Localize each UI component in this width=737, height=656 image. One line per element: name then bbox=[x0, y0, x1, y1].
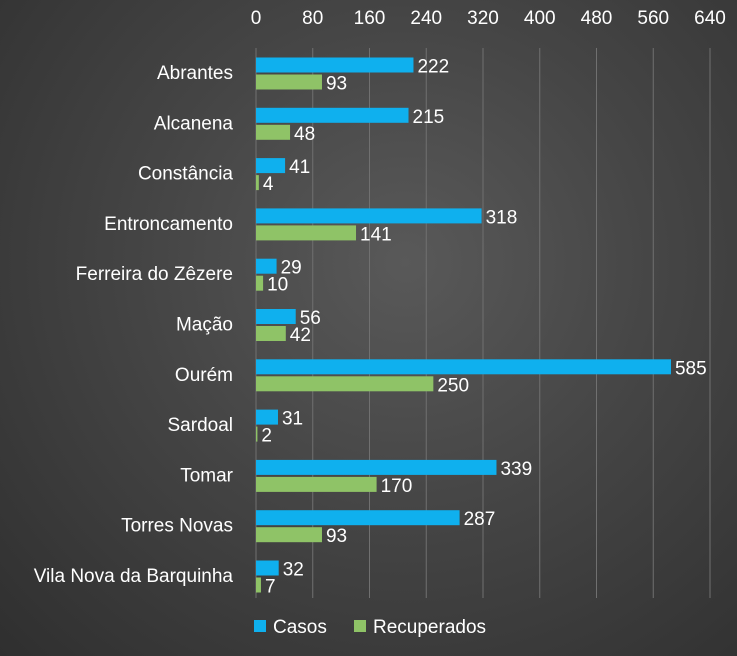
gridlines bbox=[255, 48, 711, 598]
x-tick-label-640: 640 bbox=[694, 8, 726, 29]
bar-casos-vila-nova-da-barquinha bbox=[256, 560, 279, 576]
category-label-tomar: Tomar bbox=[180, 465, 233, 486]
legend-label-casos: Casos bbox=[273, 617, 327, 638]
x-tick-label-480: 480 bbox=[581, 8, 613, 29]
legend: Casos Recuperados bbox=[254, 617, 486, 638]
bar-recuperados-sardoal bbox=[256, 426, 258, 442]
bar-casos-ourem bbox=[256, 359, 671, 375]
bar-recuperados-macao bbox=[256, 326, 286, 341]
x-tick-label-240: 240 bbox=[410, 8, 442, 29]
bar-recuperados-constancia bbox=[256, 175, 259, 191]
x-tick-label-0: 0 bbox=[251, 8, 262, 29]
data-label-recuperados-ourem: 250 bbox=[437, 375, 469, 396]
bar-casos-macao bbox=[256, 309, 296, 324]
category-label-vila-nova-da-barquinha: Vila Nova da Barquinha bbox=[34, 566, 234, 587]
data-label-recuperados-macao: 42 bbox=[290, 325, 311, 346]
data-label-casos-constancia: 41 bbox=[289, 157, 310, 178]
category-label-constancia: Constância bbox=[138, 164, 233, 185]
bar-casos-entroncamento bbox=[256, 208, 482, 224]
bar-recuperados-tomar bbox=[256, 476, 377, 492]
category-label-entroncamento: Entroncamento bbox=[104, 214, 233, 235]
x-tick-label-320: 320 bbox=[467, 8, 499, 29]
data-label-casos-ferreira-do-zezere: 29 bbox=[281, 258, 302, 279]
data-label-casos-macao: 56 bbox=[300, 308, 321, 329]
bar-casos-alcanena bbox=[256, 107, 409, 123]
data-label-recuperados-alcanena: 48 bbox=[294, 124, 315, 145]
x-tick-label-400: 400 bbox=[524, 8, 556, 29]
category-label-ferreira-do-zezere: Ferreira do Zêzere bbox=[76, 264, 233, 285]
x-tick-label-560: 560 bbox=[637, 8, 669, 29]
data-label-casos-sardoal: 31 bbox=[282, 409, 303, 430]
category-label-abrantes: Abrantes bbox=[157, 63, 233, 84]
category-axis: Abrantes Alcanena Constância Entroncamento F… bbox=[34, 63, 234, 587]
bar-casos-ferreira-do-zezere bbox=[256, 258, 277, 274]
x-axis-ticks: 0 80 160 240 320 400 480 560 640 bbox=[251, 8, 726, 29]
bar-casos-tomar bbox=[256, 459, 497, 475]
data-label-recuperados-vila-nova-da-barquinha: 7 bbox=[265, 577, 276, 598]
bar-recuperados-ourem bbox=[256, 376, 434, 392]
category-label-torres-novas: Torres Novas bbox=[121, 516, 233, 537]
bar-recuperados-torres-novas bbox=[256, 527, 322, 543]
data-label-casos-tomar: 339 bbox=[500, 459, 532, 480]
bar-casos-sardoal bbox=[256, 409, 278, 425]
legend-swatch-recuperados bbox=[354, 620, 366, 632]
data-label-recuperados-tomar: 170 bbox=[381, 476, 413, 497]
bar-casos-torres-novas bbox=[256, 510, 460, 526]
bar-recuperados-vila-nova-da-barquinha bbox=[256, 577, 261, 593]
category-label-sardoal: Sardoal bbox=[168, 415, 234, 436]
bar-casos-constancia bbox=[256, 158, 286, 174]
category-label-macao: Mação bbox=[176, 315, 233, 336]
data-label-casos-alcanena: 215 bbox=[413, 107, 445, 128]
bar-casos-abrantes bbox=[256, 57, 414, 73]
data-label-recuperados-torres-novas: 93 bbox=[326, 526, 347, 547]
data-label-recuperados-entroncamento: 141 bbox=[360, 224, 392, 245]
data-label-recuperados-constancia: 4 bbox=[263, 174, 274, 195]
data-label-recuperados-ferreira-do-zezere: 10 bbox=[267, 275, 288, 296]
bar-recuperados-abrantes bbox=[256, 74, 322, 90]
category-label-alcanena: Alcanena bbox=[154, 113, 234, 134]
legend-swatch-casos bbox=[254, 620, 266, 632]
data-label-casos-entroncamento: 318 bbox=[486, 207, 518, 228]
data-label-casos-abrantes: 222 bbox=[417, 57, 449, 78]
bar-recuperados-ferreira-do-zezere bbox=[256, 275, 264, 291]
x-tick-label-80: 80 bbox=[302, 8, 323, 29]
bars bbox=[256, 57, 671, 593]
bar-recuperados-alcanena bbox=[256, 124, 291, 140]
data-label-casos-vila-nova-da-barquinha: 32 bbox=[283, 560, 304, 581]
data-label-recuperados-abrantes: 93 bbox=[326, 74, 347, 95]
data-label-recuperados-sardoal: 2 bbox=[261, 426, 272, 447]
category-label-ourem: Ourém bbox=[175, 365, 233, 386]
bar-recuperados-entroncamento bbox=[256, 225, 357, 241]
legend-label-recuperados: Recuperados bbox=[373, 617, 486, 638]
data-label-casos-ourem: 585 bbox=[675, 358, 707, 379]
data-label-casos-torres-novas: 287 bbox=[464, 509, 496, 530]
x-tick-label-160: 160 bbox=[354, 8, 386, 29]
